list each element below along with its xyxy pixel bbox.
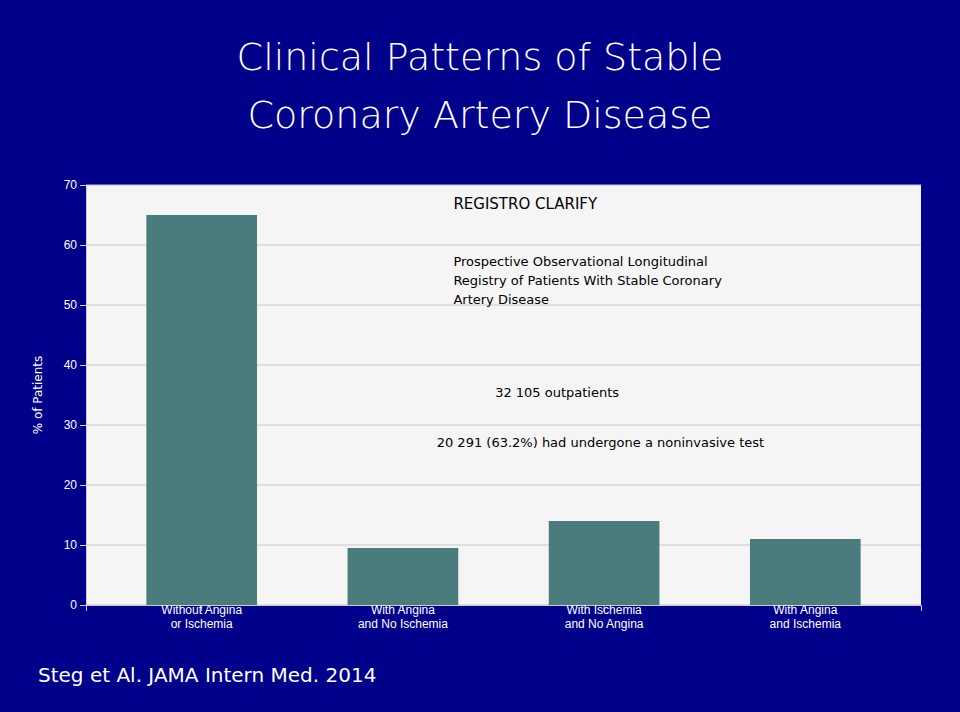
tick-mark [80,485,86,486]
source-note: Steg et Al. JAMA Intern Med. 2014 [38,663,376,687]
text-line: With Angina [371,603,435,617]
y-tick: 0 [70,598,86,612]
tick-label: 40 [64,358,78,372]
text-line: 32 105 outpatients [495,384,619,399]
annotation: 32 105 outpatients [495,384,619,399]
y-axis: 0 10 20 30 40 50 60 70 [64,178,87,612]
text-line: Clinical Patterns of Stable [237,35,724,79]
text-line: With Angina [773,603,837,617]
tick-mark [80,245,86,246]
text-line: Coronary Artery Disease [248,93,713,137]
y-tick: 60 [64,238,86,252]
plot: Without Anginaor IschemiaWith Anginaand … [64,178,922,631]
text-line: Artery Disease [453,292,549,307]
y-tick: 30 [64,418,86,432]
bar [750,539,861,605]
text-line: and No Angina [565,617,644,631]
plot-background [86,185,921,605]
chart-svg: Clinical Patterns of Stable Coronary Arte… [0,0,960,712]
tick-label: With Anginaand Ischemia [770,603,842,631]
axis-domain [80,186,87,606]
y-tick: 50 [64,298,86,312]
text-line: and Ischemia [770,617,842,631]
tick-label: With Ischemiaand No Angina [565,603,644,631]
annotation: Prospective Observational Longitudinal Re… [453,254,722,307]
title: Clinical Patterns of Stable Coronary Arte… [237,35,724,137]
background [0,0,960,712]
tick-mark [80,305,86,306]
x-tick: Without Anginaor Ischemia [161,603,242,631]
text-line: REGISTRO CLARIFY [453,195,598,213]
y-tick: 10 [64,538,86,552]
y-tick: 20 [64,478,86,492]
x-tick: With Anginaand No Ischemia [358,603,448,631]
text-line: Steg et Al. JAMA Intern Med. 2014 [38,663,376,687]
text-line: 20 291 (63.2%) had undergone a noninvasi… [437,435,764,450]
x-axis: Without Anginaor IschemiaWith Anginaand … [87,603,922,631]
annotation: 20 291 (63.2%) had undergone a noninvasi… [437,435,764,450]
tick-mark [80,365,86,366]
y-tick: 40 [64,358,86,372]
text-line: or Ischemia [171,617,233,631]
bar [146,215,257,605]
x-tick: With Anginaand Ischemia [770,603,842,631]
text-line: Registry of Patients With Stable Coronar… [453,273,722,288]
bar [549,521,660,605]
bar [348,548,459,605]
y-tick: 70 [64,178,86,192]
tick-label: 10 [64,538,78,552]
tick-mark [80,425,86,426]
tick-label: 60 [64,238,78,252]
text-line: Prospective Observational Longitudinal [453,254,707,269]
tick-label: 30 [64,418,78,432]
y-axis-label: % of Patients [31,356,45,435]
text-line: With Ischemia [566,603,642,617]
tick-label: With Anginaand No Ischemia [358,603,448,631]
tick-label: 20 [64,478,78,492]
annotation: REGISTRO CLARIFY [453,195,598,213]
text-line: Without Angina [161,603,242,617]
bars [146,215,860,605]
text-line: and No Ischemia [358,617,448,631]
grid [86,185,921,605]
grid-line [86,185,921,186]
tick-label: 0 [70,598,77,612]
tick-label: 50 [64,298,78,312]
x-tick: With Ischemiaand No Angina [565,603,644,631]
tick-mark [80,545,86,546]
tick-label: Without Anginaor Ischemia [161,603,242,631]
tick-mark [80,185,86,186]
tick-mark [80,605,86,606]
tick-label: 70 [64,178,78,192]
